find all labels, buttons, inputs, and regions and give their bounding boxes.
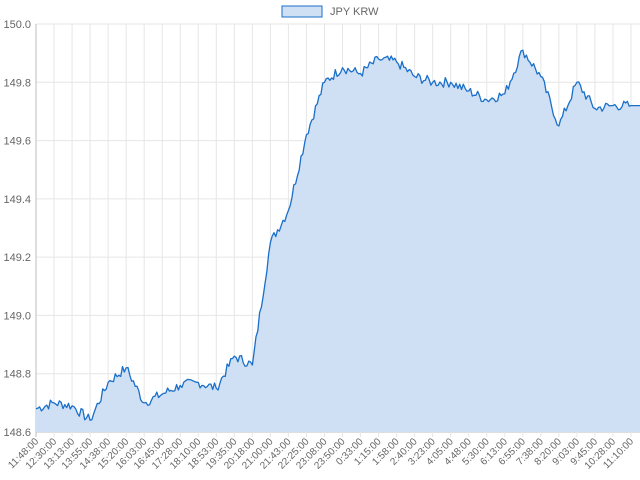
y-tick-label: 148.6 [3,427,31,439]
y-tick-label: 150.0 [3,19,31,31]
legend-swatch[interactable] [281,5,323,18]
series-line-jpy-krw [35,49,640,421]
y-axis-tick-labels: 148.6 148.8 149.0 149.2 149.4 149.6 149.8 150.0 [3,19,31,439]
area-fill [36,50,640,432]
y-tick-label: 149.0 [3,310,31,322]
y-tick-label: 149.2 [3,252,31,264]
x-axis-tick-labels: 11:48:0012:30:0013:13:0013:55:0014:38:00… [6,436,636,472]
y-tick-label: 149.8 [3,77,31,89]
legend[interactable]: JPY KRW [281,5,379,18]
legend-label: JPY KRW [330,6,379,18]
y-tick-label: 149.6 [3,136,31,148]
y-tick-label: 148.8 [3,369,31,381]
y-tick-label: 149.4 [3,194,31,206]
